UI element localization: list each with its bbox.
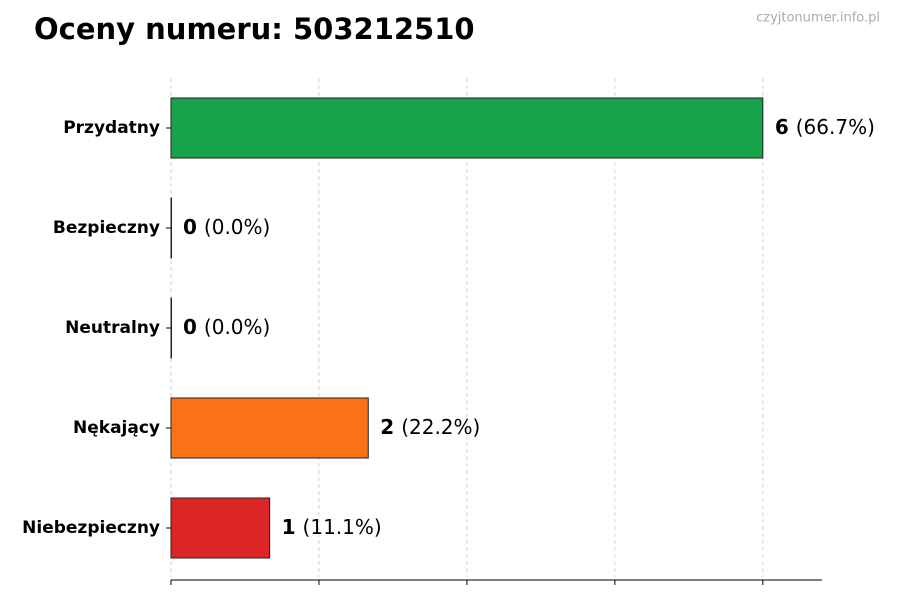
value-label: 1 (11.1%)	[282, 515, 382, 539]
bar	[170, 397, 369, 459]
bar	[170, 197, 172, 259]
value-count: 2	[380, 415, 394, 439]
bar	[170, 497, 271, 559]
chart-title: Oceny numeru: 503212510	[34, 12, 475, 46]
y-tick-label: Neutralny	[65, 318, 160, 338]
value-percent: (11.1%)	[303, 515, 382, 539]
bar	[170, 97, 764, 159]
value-label: 2 (22.2%)	[380, 415, 480, 439]
y-tick-label: Niebezpieczny	[22, 518, 160, 538]
value-percent: (22.2%)	[401, 415, 480, 439]
value-count: 0	[183, 215, 197, 239]
value-count: 1	[282, 515, 296, 539]
y-tick-label: Nękający	[73, 418, 160, 438]
value-percent: (0.0%)	[204, 315, 270, 339]
value-count: 0	[183, 315, 197, 339]
value-label: 0 (0.0%)	[183, 215, 270, 239]
value-count: 6	[775, 115, 789, 139]
value-percent: (0.0%)	[204, 215, 270, 239]
y-tick-label: Przydatny	[63, 118, 160, 138]
watermark: czyjtonumer.info.pl	[756, 11, 880, 26]
value-label: 0 (0.0%)	[183, 315, 270, 339]
bar	[170, 297, 172, 359]
value-label: 6 (66.7%)	[775, 115, 875, 139]
value-percent: (66.7%)	[796, 115, 875, 139]
y-tick-label: Bezpieczny	[53, 218, 160, 238]
